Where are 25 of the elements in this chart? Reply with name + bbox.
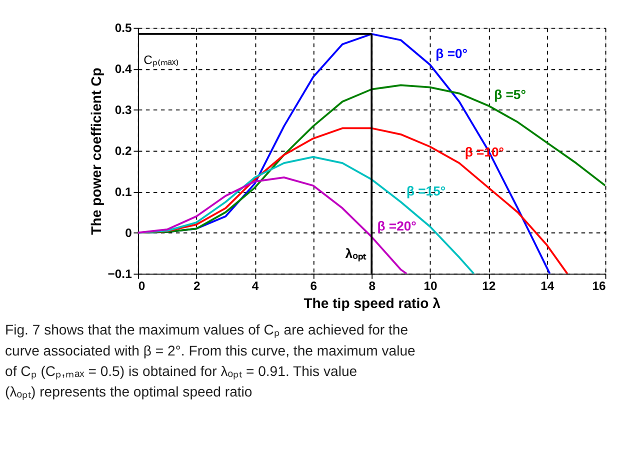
x-tick-label: 12 [482,279,496,294]
x-tick-label: 0 [138,279,146,294]
caption: Fig. 7 shows that the maximum values of Cₚ are achieved for the curve associated with β = 2°. From this curve, the maximum value of Cₚ (Cₚ,ₘₐₓ = 0.5) is obtained for λₒₚₜ = 0.91. This value (λₒₚₜ) represents the optimal speed ratio [5,322,416,401]
series-label: β =15° [406,183,446,198]
ref-line-label: Cₚ₍ₘₐₓ₎ [144,53,179,68]
x-tick-label: 2 [193,279,200,294]
series-label: β =5° [494,87,526,102]
x-tick-label: 4 [252,279,259,294]
x-tick-label: 8 [368,279,376,294]
y-tick-label: 0.4 [114,62,132,76]
x-tick-label: 10 [424,279,438,294]
x-tick-label: 16 [592,279,606,294]
y-tick-label: 0.1 [114,184,132,199]
y-tick-label: −0.1 [108,266,132,281]
x-tick-label: 14 [540,279,554,294]
y-tick-label: 0.5 [114,21,132,36]
ref-line-label: λₒₚₜ [345,246,367,262]
y-tick-label: 0.2 [114,144,132,158]
x-tick-label: 6 [310,279,318,294]
y-tick-label: 0 [125,226,132,240]
series-label: β =0° [436,46,468,62]
series-label: β =20° [377,218,416,234]
y-tick-label: 0.3 [114,103,132,118]
x-axis-title: The tip speed ratio λ [304,294,441,311]
y-axis-title: The power coefficient Cp [88,67,104,235]
